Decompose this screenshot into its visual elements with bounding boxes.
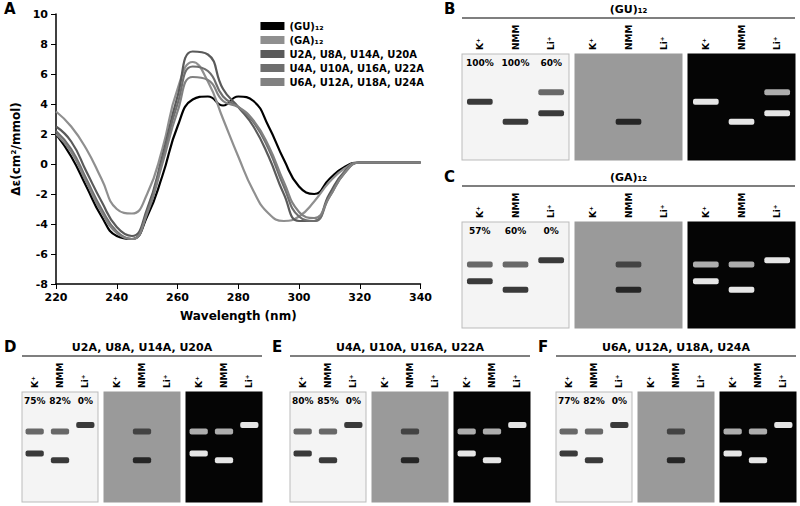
svg-text:Li⁺: Li⁺	[696, 374, 706, 388]
svg-text:0%: 0%	[544, 226, 559, 236]
svg-text:NMM: NMM	[671, 363, 681, 388]
svg-text:U6A, U12A, U18A, U24A: U6A, U12A, U18A, U24A	[602, 341, 750, 354]
svg-text:U2A, U8A, U14A, U20A: U2A, U8A, U14A, U20A	[72, 341, 213, 354]
svg-text:Li⁺: Li⁺	[772, 36, 782, 50]
svg-text:-2: -2	[36, 188, 48, 201]
svg-text:K⁺: K⁺	[588, 206, 598, 218]
svg-text:NMM: NMM	[137, 363, 147, 388]
svg-text:Li⁺: Li⁺	[772, 204, 782, 218]
svg-text:NMM: NMM	[737, 25, 747, 50]
svg-text:U4A, U10A, U16A, U22A: U4A, U10A, U16A, U22A	[336, 341, 484, 354]
svg-text:NMM: NMM	[55, 363, 65, 388]
svg-text:NMM: NMM	[589, 363, 599, 388]
svg-text:NMM: NMM	[511, 193, 521, 218]
svg-text:Li⁺: Li⁺	[430, 374, 440, 388]
svg-text:NMM: NMM	[624, 25, 634, 50]
svg-text:K⁺: K⁺	[646, 376, 656, 388]
svg-text:-6: -6	[36, 248, 49, 261]
svg-text:Li⁺: Li⁺	[348, 374, 358, 388]
svg-text:K⁺: K⁺	[701, 206, 711, 218]
svg-text:340: 340	[409, 291, 432, 304]
svg-text:10: 10	[33, 8, 49, 21]
svg-text:D: D	[4, 338, 16, 356]
svg-text:(GA)₁₂: (GA)₁₂	[610, 171, 647, 184]
svg-text:100%: 100%	[466, 58, 494, 68]
svg-text:75%: 75%	[24, 396, 46, 406]
svg-text:E: E	[272, 338, 282, 356]
svg-text:K⁺: K⁺	[298, 376, 308, 388]
svg-text:82%: 82%	[49, 396, 71, 406]
svg-text:220: 220	[45, 291, 68, 304]
svg-text:320: 320	[348, 291, 371, 304]
svg-text:8: 8	[40, 38, 48, 51]
svg-text:F: F	[538, 338, 548, 356]
svg-text:82%: 82%	[583, 396, 605, 406]
svg-text:K⁺: K⁺	[701, 38, 711, 50]
svg-text:280: 280	[227, 291, 250, 304]
svg-text:Li⁺: Li⁺	[244, 374, 254, 388]
svg-text:Li⁺: Li⁺	[546, 204, 556, 218]
svg-text:0%: 0%	[346, 396, 361, 406]
svg-text:K⁺: K⁺	[475, 38, 485, 50]
svg-text:A: A	[4, 0, 16, 18]
svg-text:U4A, U10A, U16A, U22A: U4A, U10A, U16A, U22A	[289, 63, 424, 74]
svg-text:240: 240	[105, 291, 128, 304]
svg-text:Li⁺: Li⁺	[659, 36, 669, 50]
svg-text:NMM: NMM	[753, 363, 763, 388]
svg-text:4: 4	[40, 98, 48, 111]
svg-text:NMM: NMM	[737, 193, 747, 218]
svg-text:300: 300	[288, 291, 311, 304]
svg-text:NMM: NMM	[405, 363, 415, 388]
svg-text:C: C	[444, 168, 455, 186]
svg-text:-4: -4	[36, 218, 49, 231]
svg-text:K⁺: K⁺	[30, 376, 40, 388]
svg-text:85%: 85%	[317, 396, 339, 406]
svg-text:Li⁺: Li⁺	[546, 36, 556, 50]
svg-text:57%: 57%	[469, 226, 491, 236]
svg-text:0%: 0%	[612, 396, 627, 406]
svg-text:Li⁺: Li⁺	[512, 374, 522, 388]
svg-text:0%: 0%	[78, 396, 93, 406]
svg-text:NMM: NMM	[219, 363, 229, 388]
svg-text:B: B	[444, 0, 455, 18]
svg-text:Δε(cm²/mmol): Δε(cm²/mmol)	[9, 102, 23, 196]
svg-text:Li⁺: Li⁺	[778, 374, 788, 388]
svg-text:(GU)₁₂: (GU)₁₂	[289, 21, 323, 32]
svg-text:K⁺: K⁺	[112, 376, 122, 388]
svg-text:K⁺: K⁺	[564, 376, 574, 388]
svg-text:U2A, U8A, U14A, U20A: U2A, U8A, U14A, U20A	[289, 49, 417, 60]
svg-text:60%: 60%	[540, 58, 562, 68]
svg-text:Li⁺: Li⁺	[614, 374, 624, 388]
svg-text:6: 6	[40, 68, 48, 81]
svg-text:0: 0	[40, 158, 48, 171]
svg-text:260: 260	[166, 291, 189, 304]
svg-text:K⁺: K⁺	[380, 376, 390, 388]
svg-text:K⁺: K⁺	[194, 376, 204, 388]
svg-text:77%: 77%	[558, 396, 580, 406]
svg-text:K⁺: K⁺	[588, 38, 598, 50]
svg-text:NMM: NMM	[487, 363, 497, 388]
svg-text:U6A, U12A, U18A, U24A: U6A, U12A, U18A, U24A	[289, 77, 424, 88]
svg-text:NMM: NMM	[624, 193, 634, 218]
svg-text:100%: 100%	[502, 58, 530, 68]
svg-text:NMM: NMM	[511, 25, 521, 50]
svg-text:NMM: NMM	[323, 363, 333, 388]
svg-text:2: 2	[40, 128, 48, 141]
svg-text:-8: -8	[36, 278, 48, 291]
svg-text:(GA)₁₂: (GA)₁₂	[289, 35, 323, 46]
svg-text:80%: 80%	[292, 396, 314, 406]
svg-text:Li⁺: Li⁺	[80, 374, 90, 388]
svg-text:(GU)₁₂: (GU)₁₂	[610, 3, 648, 16]
svg-text:Li⁺: Li⁺	[659, 204, 669, 218]
svg-text:Li⁺: Li⁺	[162, 374, 172, 388]
svg-text:60%: 60%	[505, 226, 527, 236]
svg-text:K⁺: K⁺	[728, 376, 738, 388]
svg-text:Wavelength (nm): Wavelength (nm)	[180, 309, 297, 323]
svg-text:K⁺: K⁺	[462, 376, 472, 388]
svg-text:K⁺: K⁺	[475, 206, 485, 218]
